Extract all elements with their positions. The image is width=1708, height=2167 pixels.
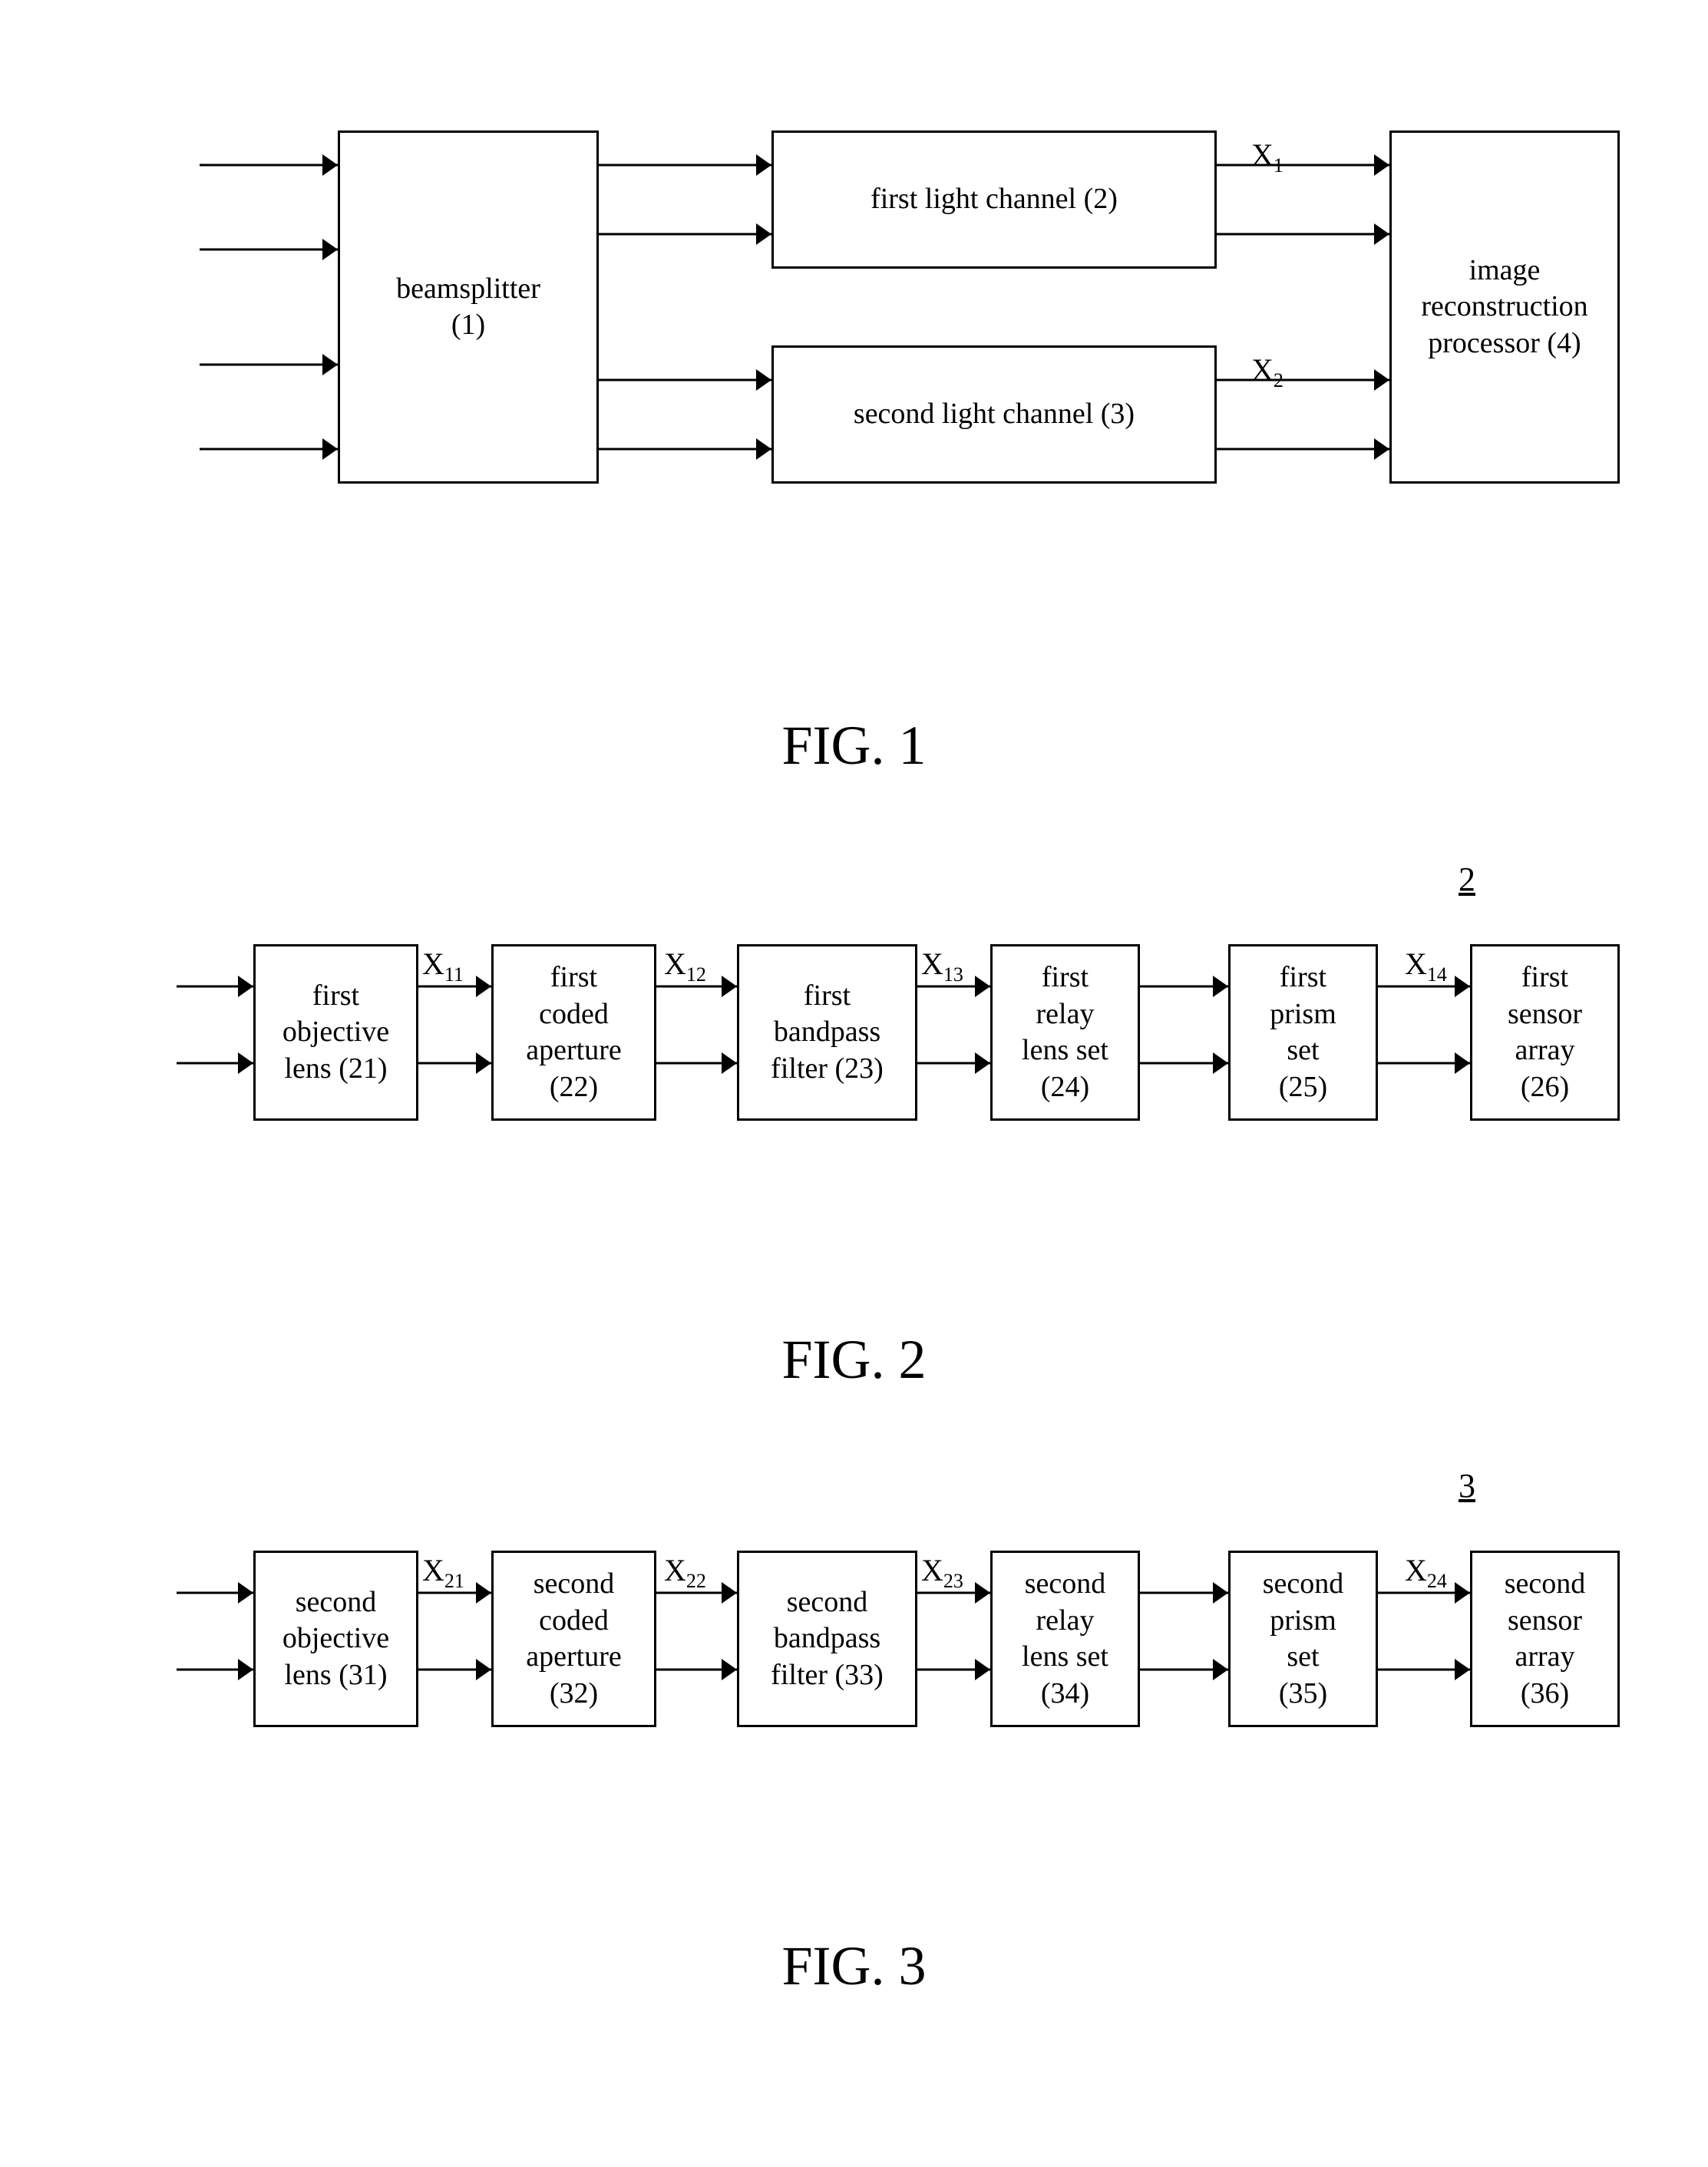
ap2-label: secondcodedaperture(32) <box>523 1563 624 1715</box>
relay2-box: secondrelaylens set(34) <box>990 1551 1140 1727</box>
prism1-box: firstprismset(25) <box>1228 944 1378 1121</box>
sens1-box: firstsensorarray(26) <box>1470 944 1620 1121</box>
signal-label: X14 <box>1405 946 1447 986</box>
signal-label: X22 <box>664 1552 706 1593</box>
relay1-box: firstrelaylens set(24) <box>990 944 1140 1121</box>
ch1-box: first light channel (2) <box>771 130 1217 269</box>
diagram-page: beamsplitter(1) first light channel (2) se… <box>0 0 1708 2167</box>
signal-label: X2 <box>1251 352 1283 392</box>
prism2-label: secondprismset(35) <box>1260 1563 1347 1715</box>
bp1-box: firstbandpassfilter (23) <box>737 944 917 1121</box>
obj2-box: secondobjectivelens (31) <box>253 1551 418 1727</box>
bp2-label: secondbandpassfilter (33) <box>768 1581 887 1697</box>
fig2-caption: FIG. 2 <box>0 1328 1708 1392</box>
fig3-caption: FIG. 3 <box>0 1934 1708 1998</box>
beamsplitter-label: beamsplitter(1) <box>393 268 543 347</box>
sens2-label: secondsensorarray(36) <box>1502 1563 1589 1715</box>
proc-label: imagereconstructionprocessor (4) <box>1418 249 1591 365</box>
sens2-box: secondsensorarray(36) <box>1470 1551 1620 1727</box>
obj1-box: firstobjectivelens (21) <box>253 944 418 1121</box>
bp2-box: secondbandpassfilter (33) <box>737 1551 917 1727</box>
prism2-box: secondprismset(35) <box>1228 1551 1378 1727</box>
beamsplitter-box: beamsplitter(1) <box>338 130 599 484</box>
signal-label: X12 <box>664 946 706 986</box>
relay2-label: secondrelaylens set(34) <box>1019 1563 1112 1715</box>
signal-label: X21 <box>422 1552 464 1593</box>
ch1-label: first light channel (2) <box>867 178 1121 221</box>
ap2-box: secondcodedaperture(32) <box>491 1551 656 1727</box>
obj2-label: secondobjectivelens (31) <box>279 1581 392 1697</box>
fig1-caption: FIG. 1 <box>0 714 1708 778</box>
signal-label: X11 <box>422 946 464 986</box>
signal-label: X1 <box>1251 137 1283 177</box>
obj1-label: firstobjectivelens (21) <box>279 975 392 1091</box>
ch2-box: second light channel (3) <box>771 345 1217 484</box>
ap1-label: firstcodedaperture(22) <box>523 956 624 1108</box>
signal-label: X13 <box>921 946 963 986</box>
bp1-label: firstbandpassfilter (23) <box>768 975 887 1091</box>
prism1-label: firstprismset(25) <box>1267 956 1340 1108</box>
signal-label: X23 <box>921 1552 963 1593</box>
signal-label: X24 <box>1405 1552 1447 1593</box>
proc-box: imagereconstructionprocessor (4) <box>1389 130 1620 484</box>
fig2-ref: 2 <box>1459 860 1475 899</box>
relay1-label: firstrelaylens set(24) <box>1019 956 1112 1108</box>
ap1-box: firstcodedaperture(22) <box>491 944 656 1121</box>
fig3-ref: 3 <box>1459 1466 1475 1505</box>
ch2-label: second light channel (3) <box>851 393 1138 436</box>
sens1-label: firstsensorarray(26) <box>1505 956 1585 1108</box>
